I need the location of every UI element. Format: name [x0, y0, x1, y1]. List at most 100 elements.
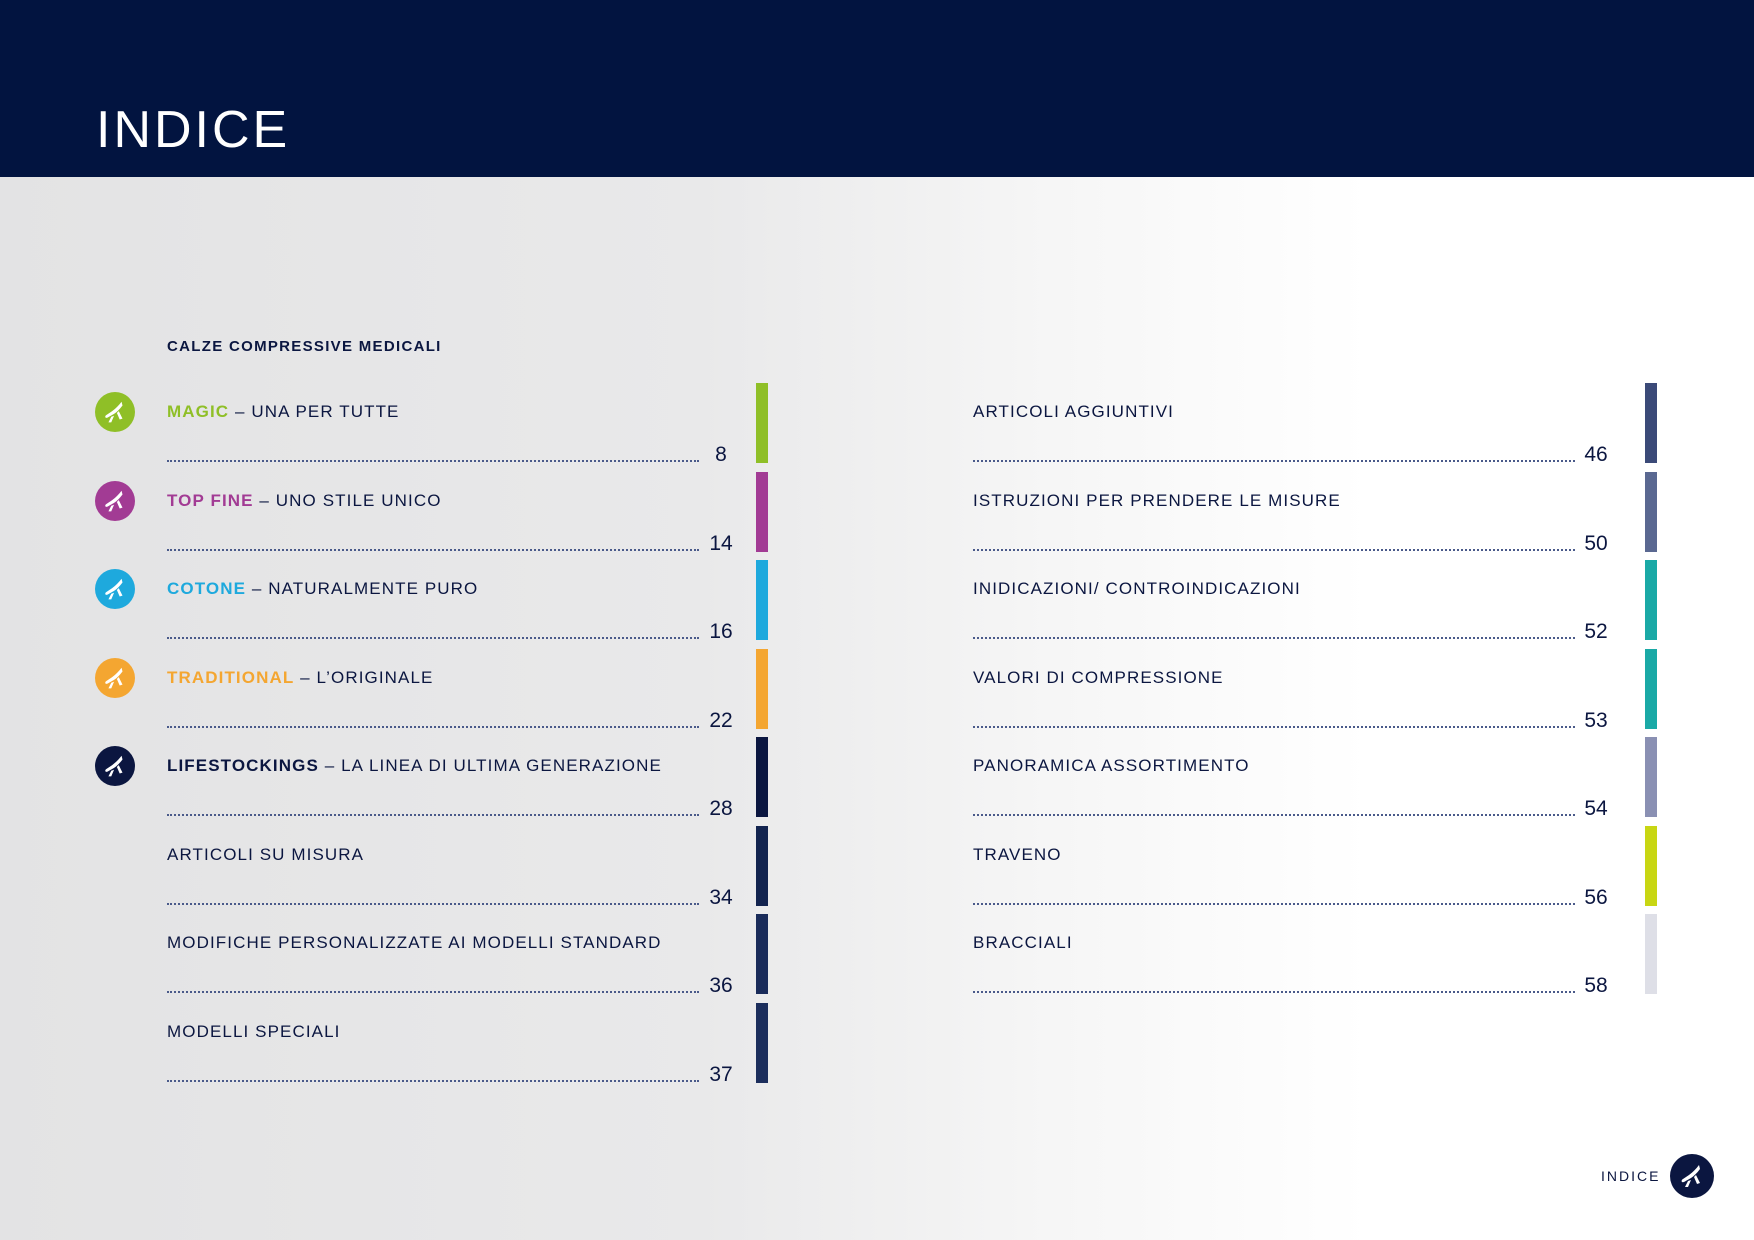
section-color-bar: [1645, 648, 1657, 729]
dotted-leader: [167, 725, 699, 728]
toc-entry[interactable]: LIFESTOCKINGS – LA LINEA DI ULTIMA GENER…: [0, 737, 780, 820]
toc-entry-page-number: 8: [715, 443, 727, 466]
section-color-bar: [1645, 560, 1657, 640]
leg-glyph: [105, 578, 123, 600]
toc-entry-title: – UNA PER TUTTE: [229, 402, 400, 421]
toc-entry-page-number: 56: [1584, 885, 1608, 909]
section-color-bar: [756, 383, 768, 463]
toc-entry-brand: TOP FINE: [167, 490, 254, 510]
dotted-leader: [167, 991, 699, 993]
section-color-bar: [1645, 914, 1657, 994]
toc-entry-title: – L’ORIGINALE: [294, 667, 434, 687]
toc-entry-label: TRADITIONAL – L’ORIGINALE: [167, 667, 434, 689]
section-color-bar: [756, 1002, 768, 1083]
dotted-leader: [973, 548, 1575, 551]
toc-entry-label: COTONE – NATURALMENTE PURO: [167, 578, 478, 600]
leg-icon: [95, 392, 135, 432]
toc-entry-title: MODIFICHE PERSONALIZZATE AI MODELLI STAN…: [167, 933, 662, 952]
toc-entry-label: MAGIC – UNA PER TUTTE: [167, 401, 400, 423]
header-banner: INDICE: [0, 0, 1754, 177]
toc-entry-page-number: 22: [709, 708, 733, 732]
leg-icon: [95, 657, 135, 698]
toc-entry[interactable]: TRAVENO 56: [0, 825, 1754, 909]
toc-entry-title: – NATURALMENTE PURO: [246, 579, 479, 598]
toc-entry-label: VALORI DI COMPRESSIONE: [973, 667, 1224, 687]
toc-entry-label: TOP FINE – UNO STILE UNICO: [167, 490, 442, 512]
toc-entry-brand: LIFESTOCKINGS: [167, 756, 319, 775]
toc-entry[interactable]: MODELLI SPECIALI 37: [0, 1002, 780, 1086]
toc-entry-page-number: 36: [709, 974, 733, 997]
dotted-leader: [167, 460, 699, 462]
footer-label: INDICE: [1601, 1168, 1661, 1184]
toc-entry[interactable]: BRACCIALI 58: [0, 914, 1754, 997]
leg-icon: [95, 569, 135, 609]
toc-entry-title: ARTICOLI SU MISURA: [167, 844, 365, 864]
toc-entry-page-number: 37: [709, 1062, 733, 1086]
leg-icon: [1681, 1165, 1700, 1187]
dotted-leader: [167, 1079, 699, 1082]
toc-entry-label: ISTRUZIONI PER PRENDERE LE MISURE: [973, 490, 1341, 510]
page-title: INDICE: [96, 101, 291, 159]
toc-entry-page-number: 50: [1584, 531, 1608, 555]
section-color-bar: [756, 825, 768, 906]
toc-entry[interactable]: MODIFICHE PERSONALIZZATE AI MODELLI STAN…: [0, 914, 780, 997]
toc-entry[interactable]: TRADITIONAL – L’ORIGINALE 22: [0, 648, 780, 732]
leg-glyph: [105, 490, 123, 511]
toc-entry-page-number: 54: [1584, 797, 1608, 820]
toc-entry-label: BRACCIALI: [973, 933, 1073, 952]
toc-entry-title: – UNO STILE UNICO: [253, 490, 442, 510]
leg-glyph: [105, 667, 123, 688]
section-color-bar: [1645, 383, 1657, 463]
toc-entry-page-number: 14: [709, 531, 733, 555]
toc-entry-brand: MAGIC: [167, 402, 230, 421]
section-color-bar: [1645, 471, 1657, 552]
toc-entry-title: – LA LINEA DI ULTIMA GENERAZIONE: [318, 756, 662, 775]
section-color-bar: [1645, 825, 1657, 906]
dotted-leader: [973, 991, 1575, 993]
dotted-leader: [973, 637, 1575, 639]
section-color-bar: [1645, 737, 1657, 817]
toc-entry-brand: TRADITIONAL: [167, 667, 295, 687]
dotted-leader: [973, 725, 1575, 728]
dotted-leader: [167, 548, 699, 551]
dotted-leader: [973, 460, 1575, 462]
section-color-bar: [756, 648, 768, 729]
toc-entry[interactable]: ARTICOLI SU MISURA 34: [0, 825, 780, 909]
dotted-leader: [167, 637, 699, 639]
section-color-bar: [756, 737, 768, 817]
toc-entry-page-number: 16: [709, 620, 733, 643]
toc-entry-page-number: 52: [1584, 620, 1608, 643]
toc-entry[interactable]: TOP FINE – UNO STILE UNICO 14: [0, 471, 780, 555]
section-color-bar: [756, 914, 768, 994]
leg-glyph: [105, 401, 123, 423]
section-title: CALZE COMPRESSIVE MEDICALI: [167, 338, 442, 355]
toc-entry-label: MODIFICHE PERSONALIZZATE AI MODELLI STAN…: [167, 932, 662, 954]
brand-logo-icon: [1670, 1154, 1714, 1198]
toc-entry-label: PANORAMICA ASSORTIMENTO: [973, 756, 1250, 775]
toc-entry-title: MODELLI SPECIALI: [167, 1021, 341, 1041]
toc-entry[interactable]: INIDICAZIONI/ CONTROINDICAZIONI 52: [0, 560, 1754, 643]
toc-entry[interactable]: ISTRUZIONI PER PRENDERE LE MISURE 50: [0, 471, 1754, 555]
toc-entry[interactable]: ARTICOLI AGGIUNTIVI 46: [0, 383, 1754, 466]
toc-entry[interactable]: VALORI DI COMPRESSIONE 53: [0, 648, 1754, 732]
toc-entry[interactable]: COTONE – NATURALMENTE PURO 16: [0, 560, 780, 643]
toc-entry-label: INIDICAZIONI/ CONTROINDICAZIONI: [973, 579, 1301, 598]
dotted-leader: [973, 814, 1575, 816]
toc-entry-page-number: 46: [1584, 443, 1608, 466]
dotted-leader: [167, 902, 699, 905]
toc-entry-page-number: 58: [1584, 974, 1608, 997]
toc-entry[interactable]: PANORAMICA ASSORTIMENTO 54: [0, 737, 1754, 820]
dotted-leader: [973, 902, 1575, 905]
toc-entry-label: ARTICOLI AGGIUNTIVI: [973, 402, 1175, 421]
leg-icon: [95, 746, 135, 786]
dotted-leader: [167, 814, 699, 816]
toc-entry[interactable]: MAGIC – UNA PER TUTTE 8: [0, 383, 780, 466]
toc-entry-page-number: 53: [1584, 708, 1608, 732]
toc-entry-page-number: 28: [709, 797, 733, 820]
toc-entry-label: MODELLI SPECIALI: [167, 1021, 341, 1043]
toc-entry-label: ARTICOLI SU MISURA: [167, 844, 364, 866]
toc-entry-brand: COTONE: [167, 579, 247, 598]
toc-entry-label: TRAVENO: [973, 844, 1062, 864]
leg-glyph: [105, 755, 123, 777]
